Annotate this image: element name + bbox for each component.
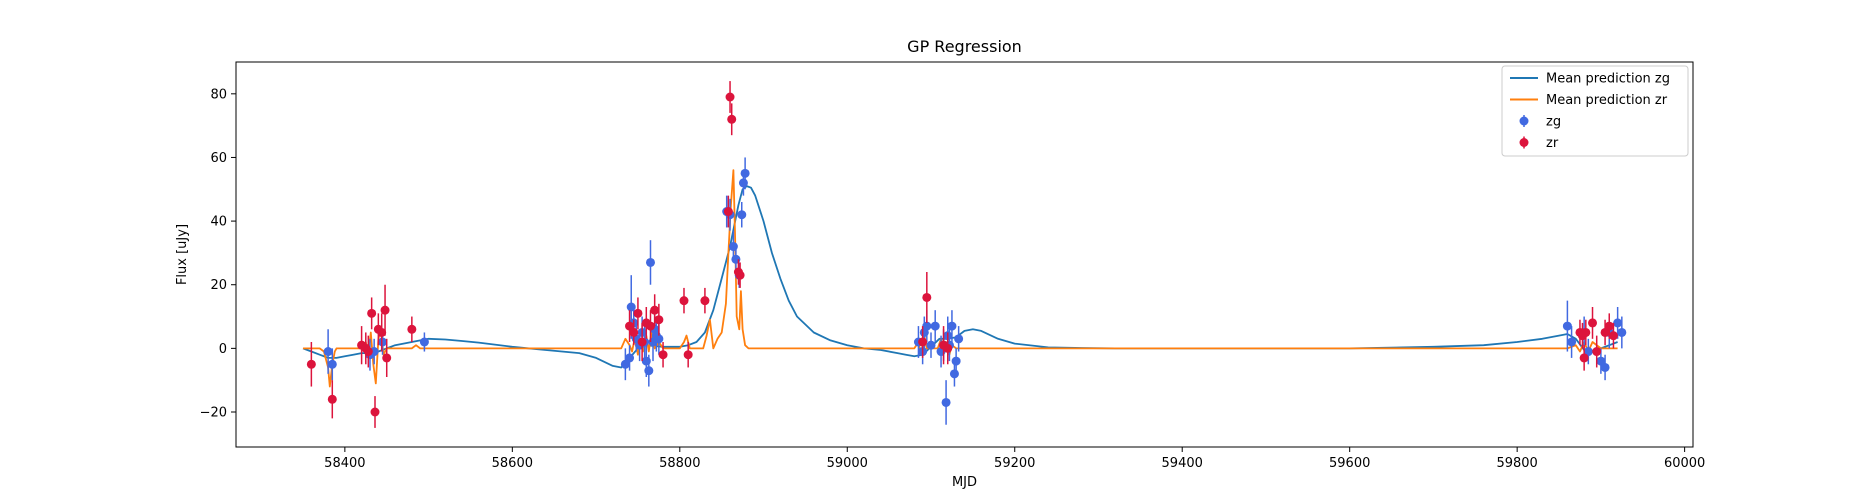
y-tick-label: −20 [200,406,227,421]
legend: Mean prediction zg Mean prediction zr zg zr [1501,65,1689,157]
data-point-zr [727,114,737,124]
legend-swatch-point [1519,138,1529,147]
data-point-zg [737,210,747,220]
data-point-zr [1581,327,1591,337]
data-point-zg [1562,321,1572,331]
data-point-zg [926,340,936,350]
data-point-zg [1583,347,1593,357]
data-point-zr [363,347,373,357]
y-axis: −20 0 20 40 60 80 [200,87,236,421]
data-point-zr [380,305,390,315]
legend-label: Mean prediction zg [1546,72,1670,87]
data-point-zg [951,356,961,366]
data-point-zr [735,270,745,280]
data-point-zr [306,359,316,369]
data-point-zg [419,337,429,347]
data-point-zr [645,321,655,331]
series-line-mean-prediction-zr [303,169,1618,388]
x-axis: 58400 58600 58800 59000 59200 59400 59600 59800… [324,447,1705,471]
data-point-zg [645,257,655,267]
data-point-zr [943,343,953,353]
x-tick-label: 59200 [994,456,1035,471]
data-point-zr [625,321,635,331]
data-point-zr [918,337,928,347]
data-point-zg [738,178,748,188]
x-tick-label: 59000 [827,456,868,471]
data-point-zr [327,394,337,404]
data-point-zg [1596,356,1606,366]
data-point-zr [1592,347,1602,357]
data-point-zr [922,292,932,302]
data-point-zr [679,296,689,306]
data-point-zr [683,350,693,360]
data-point-zr [377,327,387,337]
x-tick-label: 58800 [659,456,700,471]
data-point-zr [407,324,417,334]
data-point-zg [1617,327,1627,337]
y-tick-label: 0 [219,342,227,357]
data-point-zr [1588,318,1598,328]
data-point-zr [723,207,733,217]
data-point-zg [1567,337,1577,347]
chart-title: GP Regression [907,37,1022,56]
data-point-zg [327,359,337,369]
x-tick-label: 58400 [324,456,365,471]
data-point-zr [1608,331,1618,341]
legend-label: zg [1546,115,1561,130]
x-tick-label: 60000 [1664,456,1705,471]
data-point-zg [740,168,750,178]
data-point-zg [654,334,664,344]
data-point-zr [1600,327,1610,337]
x-tick-label: 58600 [492,456,533,471]
data-point-zg [1613,318,1623,328]
axes-frame [235,61,1694,448]
y-tick-label: 80 [210,87,227,102]
x-axis-label: MJD [952,475,977,490]
legend-label: Mean prediction zr [1546,93,1668,108]
legend-swatch-point [1519,116,1529,126]
data-point-zr [637,337,647,347]
y-tick-label: 40 [210,215,227,230]
data-point-zr [367,308,377,318]
y-tick-label: 60 [210,151,227,166]
data-point-zr [1579,353,1589,363]
data-point-zr [725,92,735,102]
legend-label: zr [1546,136,1559,151]
data-point-zg [620,359,630,369]
data-point-zr [650,305,660,315]
x-tick-label: 59600 [1329,456,1370,471]
data-point-zg [922,321,932,331]
data-point-zg [1600,362,1610,372]
data-point-zg [941,397,951,407]
plot-area [302,81,1627,428]
x-tick-label: 59400 [1162,456,1203,471]
data-point-zg [947,321,957,331]
data-point-zg [644,366,654,376]
data-point-zr [370,407,380,417]
y-axis-label: Flux [uJy] [175,224,190,285]
x-tick-label: 59800 [1496,456,1537,471]
data-point-zr [382,353,392,363]
data-point-zr [658,350,668,360]
legend-box [1501,65,1689,157]
data-point-zr [633,308,643,318]
data-point-zr [1604,321,1614,331]
data-point-zg [930,321,940,331]
data-point-zr [700,296,710,306]
data-point-zg [954,334,964,344]
data-point-zr [629,327,639,337]
data-point-zg [323,347,333,357]
data-point-zr [654,315,664,325]
data-point-zg [378,337,388,347]
data-point-zg [625,353,635,363]
data-point-zg [949,369,959,379]
y-tick-label: 20 [210,278,227,293]
